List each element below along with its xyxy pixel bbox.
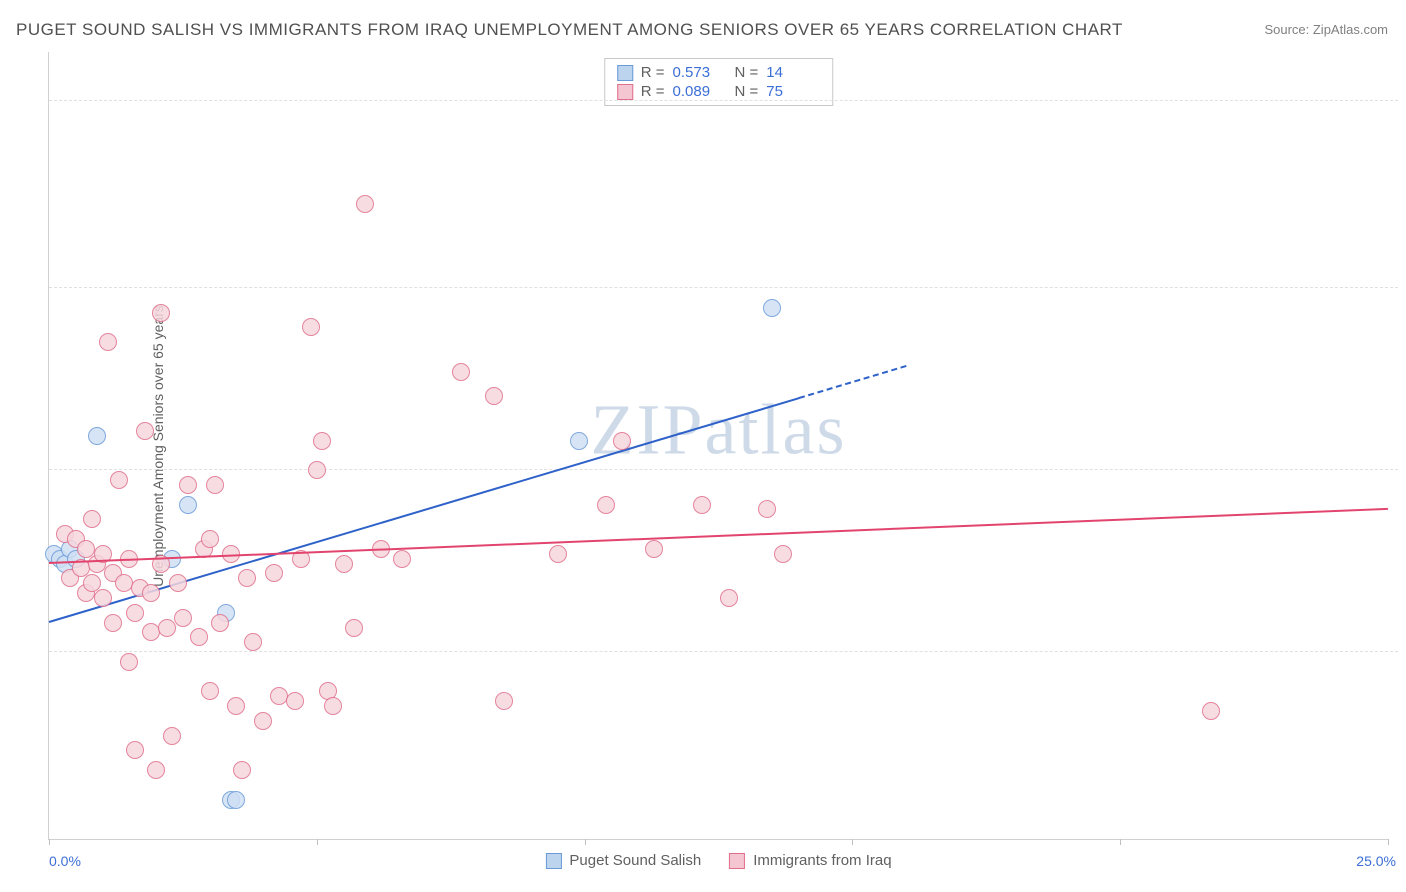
data-point	[308, 461, 326, 479]
data-point	[158, 619, 176, 637]
data-point	[485, 387, 503, 405]
data-point	[94, 589, 112, 607]
data-point	[142, 584, 160, 602]
x-axis-max-label: 25.0%	[1356, 853, 1396, 869]
plot-region: Unemployment Among Seniors over 65 years…	[48, 52, 1388, 840]
data-point	[758, 500, 776, 518]
data-point	[549, 545, 567, 563]
data-point	[126, 604, 144, 622]
trend-line	[799, 365, 907, 399]
gridline	[49, 100, 1398, 101]
data-point	[120, 653, 138, 671]
data-point	[110, 471, 128, 489]
y-axis-label: Unemployment Among Seniors over 65 years	[150, 305, 166, 587]
data-point	[233, 761, 251, 779]
data-point	[163, 727, 181, 745]
data-point	[335, 555, 353, 573]
watermark: ZIPatlas	[591, 388, 847, 471]
data-point	[345, 619, 363, 637]
data-point	[147, 761, 165, 779]
data-point	[693, 496, 711, 514]
data-point	[313, 432, 331, 450]
data-point	[763, 299, 781, 317]
x-tick	[317, 839, 318, 845]
data-point	[211, 614, 229, 632]
swatch-icon	[617, 84, 633, 100]
data-point	[201, 682, 219, 700]
source-attribution: Source: ZipAtlas.com	[1264, 22, 1388, 37]
data-point	[393, 550, 411, 568]
chart-area: Unemployment Among Seniors over 65 years…	[48, 52, 1388, 840]
data-point	[227, 697, 245, 715]
data-point	[83, 510, 101, 528]
data-point	[570, 432, 588, 450]
stat-label: R =	[641, 64, 665, 81]
data-point	[324, 697, 342, 715]
data-point	[88, 427, 106, 445]
data-point	[356, 195, 374, 213]
n-value: 14	[766, 64, 820, 81]
data-point	[227, 791, 245, 809]
x-tick	[852, 839, 853, 845]
legend: Puget Sound Salish Immigrants from Iraq	[545, 852, 891, 869]
data-point	[179, 476, 197, 494]
data-point	[452, 363, 470, 381]
data-point	[174, 609, 192, 627]
stats-row-series1: R = 0.573 N = 14	[617, 63, 821, 82]
data-point	[179, 496, 197, 514]
stat-label: N =	[735, 64, 759, 81]
x-axis-min-label: 0.0%	[49, 853, 81, 869]
data-point	[286, 692, 304, 710]
data-point	[597, 496, 615, 514]
data-point	[190, 628, 208, 646]
x-tick	[49, 839, 50, 845]
data-point	[104, 614, 122, 632]
data-point	[265, 564, 283, 582]
data-point	[645, 540, 663, 558]
data-point	[201, 530, 219, 548]
data-point	[720, 589, 738, 607]
data-point	[1202, 702, 1220, 720]
data-point	[495, 692, 513, 710]
data-point	[99, 333, 117, 351]
stats-row-series2: R = 0.089 N = 75	[617, 82, 821, 101]
data-point	[302, 318, 320, 336]
x-tick	[585, 839, 586, 845]
stat-label: N =	[735, 83, 759, 100]
data-point	[126, 741, 144, 759]
legend-label: Immigrants from Iraq	[753, 852, 891, 869]
data-point	[152, 304, 170, 322]
x-tick	[1388, 839, 1389, 845]
legend-label: Puget Sound Salish	[569, 852, 701, 869]
swatch-icon	[729, 853, 745, 869]
data-point	[238, 569, 256, 587]
r-value: 0.573	[673, 64, 727, 81]
data-point	[169, 574, 187, 592]
swatch-icon	[617, 65, 633, 81]
stat-label: R =	[641, 83, 665, 100]
data-point	[254, 712, 272, 730]
gridline	[49, 469, 1398, 470]
data-point	[206, 476, 224, 494]
data-point	[774, 545, 792, 563]
correlation-stats-box: R = 0.573 N = 14 R = 0.089 N = 75	[604, 58, 834, 106]
data-point	[136, 422, 154, 440]
legend-item-series1: Puget Sound Salish	[545, 852, 701, 869]
r-value: 0.089	[673, 83, 727, 100]
legend-item-series2: Immigrants from Iraq	[729, 852, 891, 869]
trend-line	[49, 507, 1388, 563]
data-point	[613, 432, 631, 450]
n-value: 75	[766, 83, 820, 100]
chart-title: PUGET SOUND SALISH VS IMMIGRANTS FROM IR…	[16, 20, 1123, 40]
data-point	[244, 633, 262, 651]
gridline	[49, 287, 1398, 288]
swatch-icon	[545, 853, 561, 869]
x-tick	[1120, 839, 1121, 845]
